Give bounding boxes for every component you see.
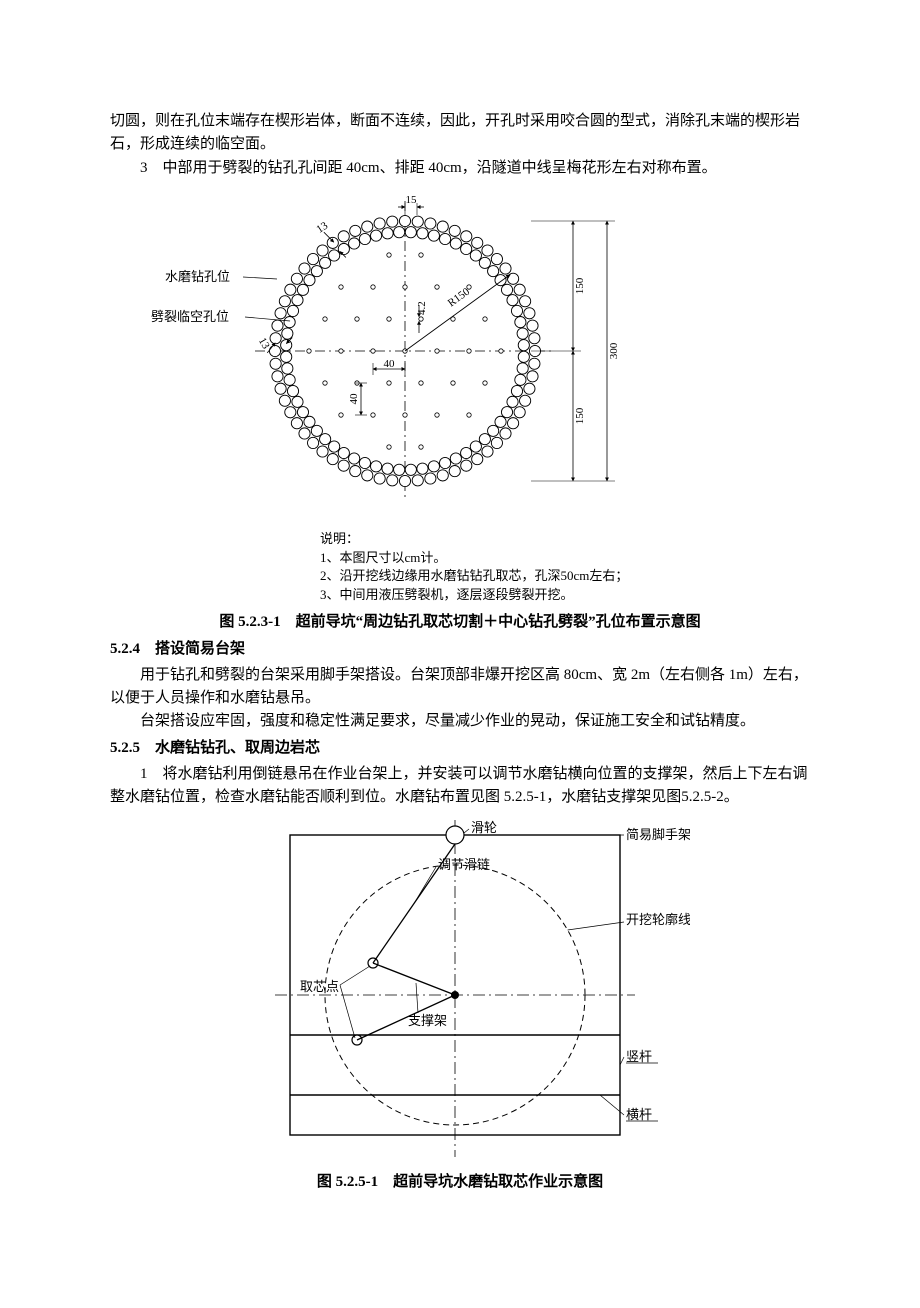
svg-text:300: 300 (608, 342, 620, 359)
svg-text:15: 15 (406, 194, 418, 206)
svg-text:简易脚手架: 简易脚手架 (626, 827, 690, 842)
page: 切圆，则在孔位末端存在楔形岩体，断面不连续，因此，开孔时采用咬合圆的型式，消除孔… (0, 0, 920, 1308)
svg-text:支撑架: 支撑架 (408, 1013, 447, 1028)
note-2: 2、沿开挖线边缘用水磨钻钻孔取芯，孔深50cm左右； (320, 567, 810, 586)
svg-text:劈裂临空孔位: 劈裂临空孔位 (151, 309, 229, 324)
note-1: 1、本图尺寸以cm计。 (320, 549, 810, 568)
figure-1-hole-layout: 水磨钻孔位劈裂临空孔位15131340404.2R150150150300 (145, 186, 775, 526)
svg-text:滑轮: 滑轮 (471, 820, 497, 835)
svg-text:开挖轮廓线: 开挖轮廓线 (626, 912, 690, 927)
svg-text:150: 150 (574, 277, 586, 294)
svg-text:竖杆: 竖杆 (626, 1049, 652, 1064)
para-item-3: 3 中部用于劈裂的钻孔孔间距 40cm、排距 40cm，沿隧道中线呈梅花形左右对… (110, 157, 810, 180)
figure-2-caption: 图 5.2.5-1 超前导坑水磨钻取芯作业示意图 (110, 1171, 810, 1194)
notes-title: 说明： (320, 530, 810, 549)
heading-5-2-4: 5.2.4 搭设简易台架 (110, 638, 810, 661)
svg-text:水磨钻孔位: 水磨钻孔位 (165, 269, 230, 284)
svg-text:40: 40 (384, 358, 396, 370)
figure-1-notes: 说明： 1、本图尺寸以cm计。 2、沿开挖线边缘用水磨钻钻孔取芯，孔深50cm左… (320, 530, 810, 605)
heading-5-2-5: 5.2.5 水磨钻钻孔、取周边岩芯 (110, 737, 810, 760)
svg-text:调节滑链: 调节滑链 (438, 857, 490, 872)
svg-text:13: 13 (314, 219, 330, 235)
figure-2-coring-setup: 滑轮 简易脚手架调节滑链开挖轮廓线取芯点支撑架竖杆横杆 (230, 815, 690, 1165)
para-525-1: 1 将水磨钻利用倒链悬吊在作业台架上，并安装可以调节水磨钻横向位置的支撑架，然后… (110, 763, 810, 810)
figure-1-caption: 图 5.2.3-1 超前导坑“周边钻孔取芯切割＋中心钻孔劈裂”孔位布置示意图 (110, 611, 810, 634)
svg-text:4.2: 4.2 (416, 301, 428, 315)
para-continuation: 切圆，则在孔位末端存在楔形岩体，断面不连续，因此，开孔时采用咬合圆的型式，消除孔… (110, 110, 810, 157)
para-524-1: 用于钻孔和劈裂的台架采用脚手架搭设。台架顶部非爆开挖区高 80cm、宽 2m（左… (110, 664, 810, 711)
para-524-2: 台架搭设应牢固，强度和稳定性满足要求，尽量减少作业的晃动，保证施工安全和试钻精度… (110, 710, 810, 733)
svg-text:取芯点: 取芯点 (300, 979, 339, 994)
note-3: 3、中间用液压劈裂机，逐层逐段劈裂开挖。 (320, 586, 810, 605)
svg-text:150: 150 (574, 407, 586, 424)
svg-text:横杆: 横杆 (626, 1107, 652, 1122)
svg-text:40: 40 (348, 393, 360, 405)
